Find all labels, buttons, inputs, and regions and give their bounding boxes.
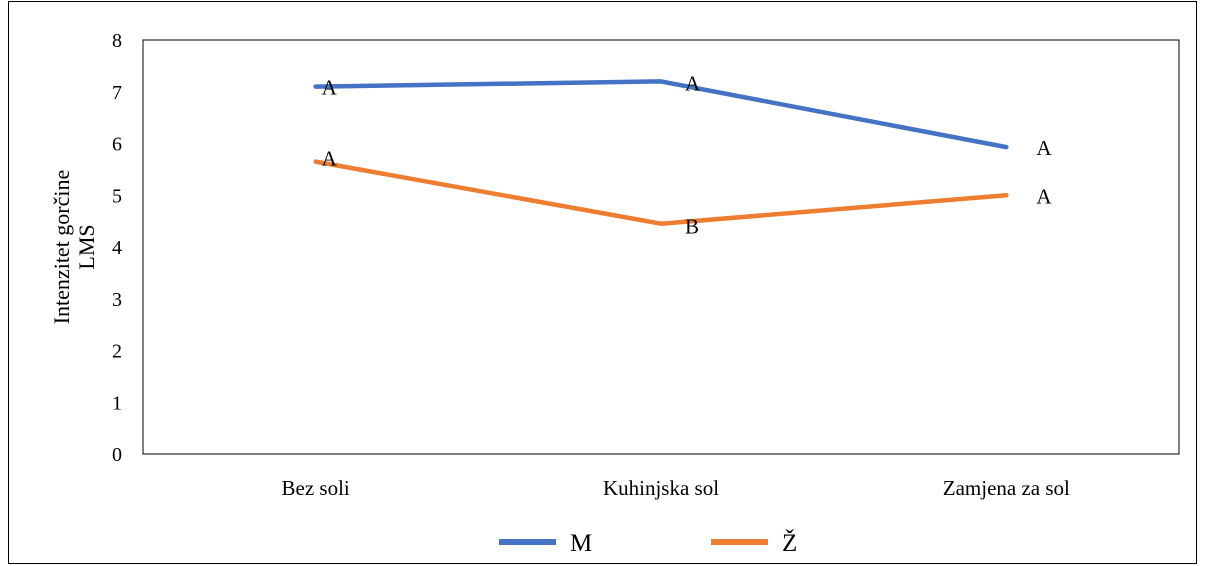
- y-tick-label: 0: [112, 444, 122, 466]
- y-axis-ticks: 0 1 2 3 4 5 6 7 8: [112, 30, 122, 466]
- y-tick-label: 7: [112, 82, 122, 104]
- legend-label: Ž: [782, 529, 797, 557]
- y-tick-label: 3: [112, 289, 122, 311]
- y-tick-label: 5: [112, 185, 122, 207]
- y-axis-title-line-2: LMS: [74, 224, 99, 269]
- point-label: A: [1036, 136, 1052, 160]
- point-label: B: [685, 215, 699, 239]
- point-label: A: [322, 147, 338, 171]
- x-category-label: Bez soli: [282, 476, 350, 500]
- plot-area: [142, 39, 1180, 455]
- series-line-m: [313, 79, 1009, 150]
- series-lines: [313, 79, 1009, 226]
- x-category-label: Kuhinjska sol: [603, 476, 719, 500]
- y-tick-label: 2: [112, 341, 122, 363]
- y-axis-title-line-1: Intenzitet gorčine: [49, 170, 74, 325]
- x-axis-categories: Bez soli Kuhinjska sol Zamjena za sol: [282, 476, 1071, 500]
- y-tick-label: 6: [112, 134, 122, 156]
- x-category-label: Zamjena za sol: [943, 476, 1070, 500]
- y-tick-label: 8: [112, 30, 122, 52]
- point-label: A: [1036, 184, 1052, 208]
- legend-label: M: [570, 530, 592, 557]
- point-label: A: [322, 76, 338, 100]
- series-line-z: [313, 159, 1009, 226]
- y-tick-label: 1: [112, 392, 122, 414]
- y-tick-label: 4: [112, 237, 122, 259]
- chart-frame: [8, 1, 1197, 564]
- point-label: A: [685, 71, 701, 95]
